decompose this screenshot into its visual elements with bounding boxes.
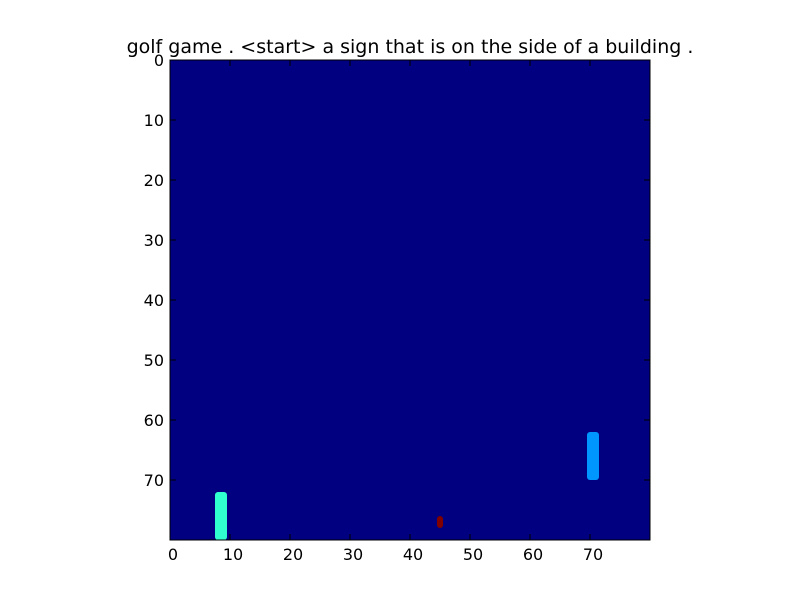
x-tick-label: 70 — [583, 545, 603, 564]
x-tick-label: 10 — [223, 545, 243, 564]
y-tick-label: 50 — [144, 351, 164, 370]
x-tick-label: 30 — [343, 545, 363, 564]
heatmap-object-paddle-right — [587, 432, 599, 480]
y-tick-label: 30 — [144, 231, 164, 250]
y-tick-label: 10 — [144, 111, 164, 130]
chart-title: golf game . <start> a sign that is on th… — [127, 36, 694, 58]
heatmap-objects — [215, 432, 599, 540]
y-tick-label: 20 — [144, 171, 164, 190]
heatmap-background — [170, 60, 650, 540]
x-tick-label: 20 — [283, 545, 303, 564]
x-tick-label: 50 — [463, 545, 483, 564]
heatmap-object-paddle-left — [215, 492, 227, 540]
y-tick-label: 0 — [154, 51, 164, 70]
y-tick-label: 60 — [144, 411, 164, 430]
x-tick-label: 0 — [168, 545, 178, 564]
x-tick-label: 40 — [403, 545, 423, 564]
y-tick-label: 40 — [144, 291, 164, 310]
heatmap-object-ball — [437, 516, 443, 528]
x-tick-label: 60 — [523, 545, 543, 564]
y-tick-label: 70 — [144, 471, 164, 490]
x-axis: 0 10 20 30 40 50 60 70 — [168, 60, 603, 564]
y-axis: 0 10 20 30 40 50 60 70 — [144, 51, 650, 490]
